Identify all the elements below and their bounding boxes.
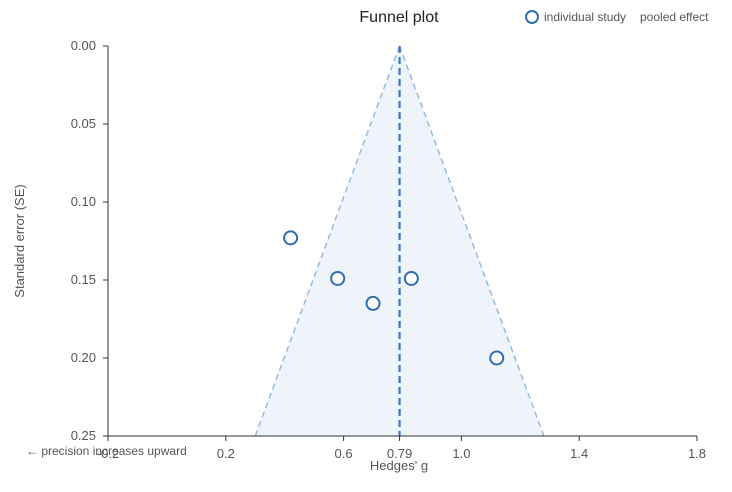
x-tick-label: 1.0 — [452, 446, 470, 461]
y-tick-label: 0.05 — [71, 116, 96, 131]
y-tick-label: 0.20 — [71, 350, 96, 365]
x-tick-label: 0.6 — [335, 446, 353, 461]
legend-label-individual-study: individual study — [544, 10, 626, 24]
legend-label-pooled-effect: pooled effect — [640, 10, 709, 24]
legend: individual study pooled effect — [525, 10, 709, 24]
precision-note: ← precision increases upward — [26, 444, 187, 458]
x-axis-title: Hedges' g — [370, 458, 428, 473]
legend-marker-individual-study — [525, 10, 539, 24]
study-point — [403, 270, 419, 286]
study-point — [330, 270, 346, 286]
study-point — [283, 230, 299, 246]
x-tick-label: -0.2 — [97, 446, 119, 461]
x-tick-label: 0.79 — [387, 446, 412, 461]
y-tick-label: 0.10 — [71, 194, 96, 209]
study-point — [365, 295, 381, 311]
y-tick-label: 0.00 — [71, 38, 96, 53]
y-tick-label: 0.15 — [71, 272, 96, 287]
x-tick-label: 0.2 — [217, 446, 235, 461]
x-tick-label: 1.8 — [688, 446, 706, 461]
funnel-region — [255, 46, 544, 436]
y-tick-label: 0.25 — [71, 428, 96, 443]
chart-title: Funnel plot — [359, 9, 439, 26]
study-point — [489, 350, 505, 366]
y-axis-title: Standard error (SE) — [12, 184, 27, 297]
x-tick-label: 1.4 — [570, 446, 588, 461]
